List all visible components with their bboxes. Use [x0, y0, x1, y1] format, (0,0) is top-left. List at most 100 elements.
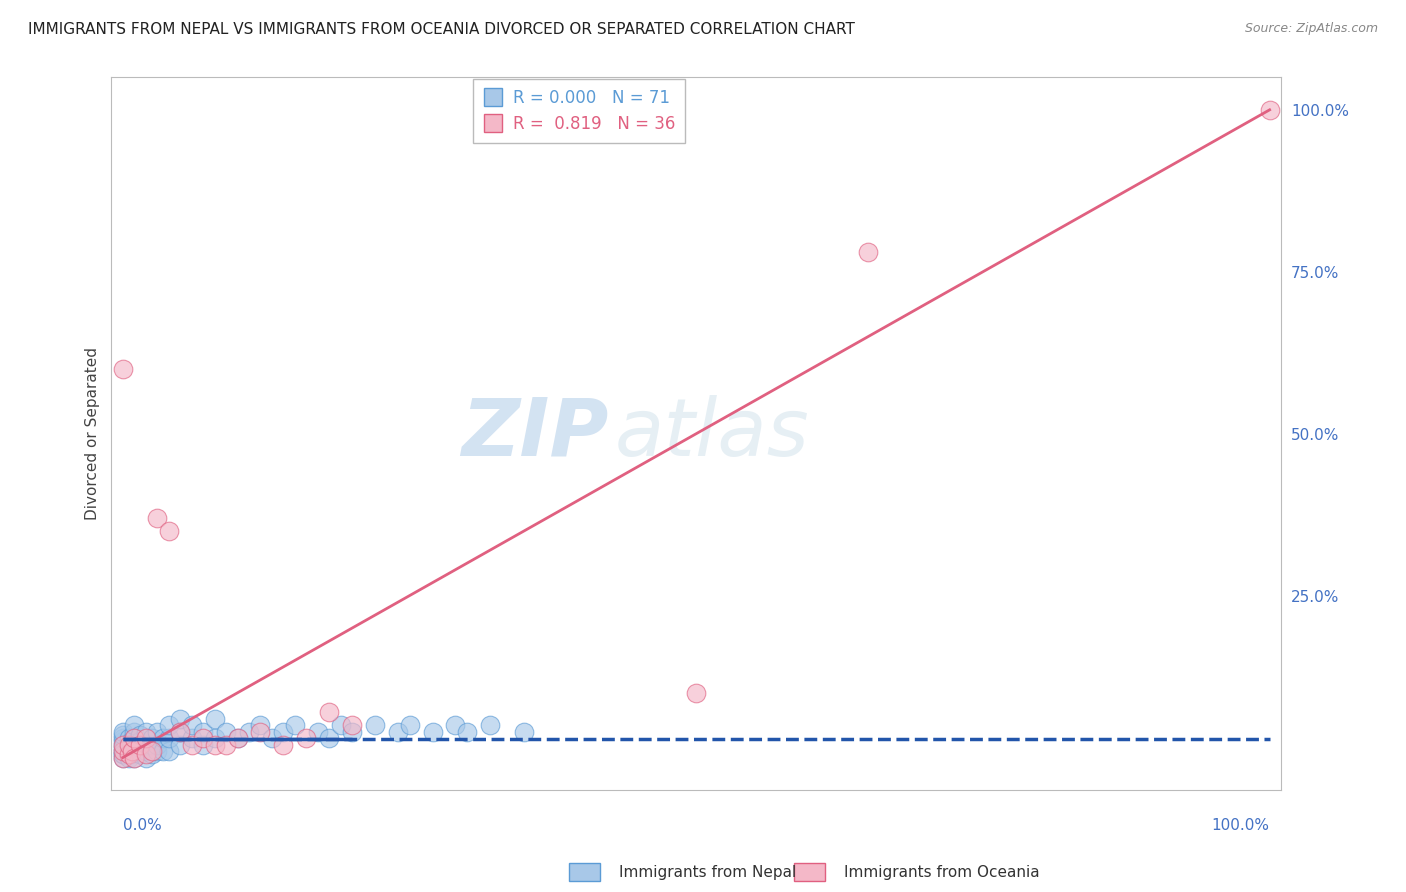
- Point: [157, 524, 180, 538]
- Point: [129, 747, 152, 762]
- Point: [111, 747, 134, 762]
- Point: [513, 724, 536, 739]
- Point: [238, 724, 260, 739]
- Point: [135, 731, 157, 745]
- Text: Immigrants from Oceania: Immigrants from Oceania: [844, 865, 1039, 880]
- Point: [124, 744, 146, 758]
- Point: [146, 738, 169, 752]
- Point: [858, 245, 880, 260]
- Point: [124, 731, 146, 745]
- Point: [152, 744, 174, 758]
- Point: [180, 718, 202, 732]
- Point: [456, 724, 478, 739]
- Point: [1258, 103, 1281, 117]
- Point: [307, 724, 329, 739]
- Text: atlas: atlas: [614, 394, 808, 473]
- Point: [157, 731, 180, 745]
- Point: [111, 724, 134, 739]
- Point: [329, 718, 352, 732]
- Point: [215, 738, 238, 752]
- Point: [129, 734, 152, 748]
- Point: [318, 731, 340, 745]
- Point: [169, 712, 191, 726]
- Point: [169, 738, 191, 752]
- Point: [135, 738, 157, 752]
- Point: [141, 731, 163, 745]
- Point: [141, 744, 163, 758]
- Text: Immigrants from Nepal: Immigrants from Nepal: [619, 865, 796, 880]
- Text: IMMIGRANTS FROM NEPAL VS IMMIGRANTS FROM OCEANIA DIVORCED OR SEPARATED CORRELATI: IMMIGRANTS FROM NEPAL VS IMMIGRANTS FROM…: [28, 22, 855, 37]
- Point: [124, 750, 146, 764]
- Point: [249, 724, 271, 739]
- Point: [204, 712, 226, 726]
- Y-axis label: Divorced or Separated: Divorced or Separated: [86, 347, 100, 520]
- Point: [169, 724, 191, 739]
- Point: [135, 747, 157, 762]
- Point: [141, 738, 163, 752]
- Point: [191, 738, 214, 752]
- Point: [273, 738, 295, 752]
- Point: [135, 750, 157, 764]
- Point: [124, 750, 146, 764]
- Text: 100.0%: 100.0%: [1212, 819, 1270, 833]
- Point: [342, 718, 364, 732]
- Point: [157, 744, 180, 758]
- Point: [685, 686, 707, 700]
- Point: [124, 738, 146, 752]
- Point: [124, 731, 146, 745]
- Point: [129, 740, 152, 755]
- Point: [129, 728, 152, 742]
- Point: [129, 738, 152, 752]
- Point: [260, 731, 283, 745]
- Point: [387, 724, 409, 739]
- Point: [117, 738, 139, 752]
- Point: [146, 511, 169, 525]
- Point: [364, 718, 387, 732]
- Point: [146, 724, 169, 739]
- Point: [120, 740, 142, 755]
- Point: [120, 734, 142, 748]
- Point: [117, 750, 139, 764]
- Point: [444, 718, 467, 732]
- Text: 0.0%: 0.0%: [122, 819, 162, 833]
- Point: [120, 747, 142, 762]
- Legend: R = 0.000   N = 71, R =  0.819   N = 36: R = 0.000 N = 71, R = 0.819 N = 36: [472, 78, 686, 143]
- Point: [111, 731, 134, 745]
- Point: [398, 718, 420, 732]
- Point: [226, 731, 249, 745]
- Point: [121, 744, 143, 758]
- Point: [318, 705, 340, 719]
- Point: [117, 744, 139, 758]
- Point: [111, 728, 134, 742]
- Point: [157, 718, 180, 732]
- Point: [111, 734, 134, 748]
- Point: [111, 747, 134, 762]
- Point: [117, 738, 139, 752]
- Point: [111, 750, 134, 764]
- Point: [152, 731, 174, 745]
- Point: [135, 724, 157, 739]
- Point: [146, 744, 169, 758]
- Point: [117, 747, 139, 762]
- Point: [124, 718, 146, 732]
- Point: [204, 731, 226, 745]
- Point: [135, 744, 157, 758]
- Point: [191, 724, 214, 739]
- Point: [422, 724, 444, 739]
- Point: [191, 731, 214, 745]
- Point: [169, 724, 191, 739]
- Point: [141, 747, 163, 762]
- Point: [226, 731, 249, 745]
- Point: [111, 744, 134, 758]
- Point: [111, 738, 134, 752]
- Point: [111, 750, 134, 764]
- Point: [117, 731, 139, 745]
- Point: [111, 738, 134, 752]
- Point: [180, 731, 202, 745]
- Text: ZIP: ZIP: [461, 394, 609, 473]
- Point: [180, 738, 202, 752]
- Point: [273, 724, 295, 739]
- Point: [111, 362, 134, 376]
- Point: [295, 731, 318, 745]
- Text: Source: ZipAtlas.com: Source: ZipAtlas.com: [1244, 22, 1378, 36]
